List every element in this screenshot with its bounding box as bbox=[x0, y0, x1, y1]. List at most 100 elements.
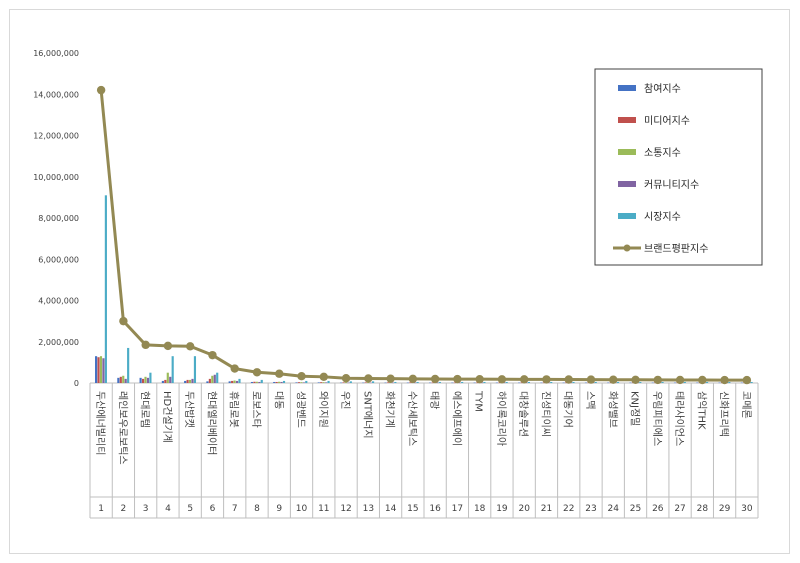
rank-label: 19 bbox=[496, 504, 508, 514]
bar bbox=[235, 380, 239, 383]
bar bbox=[327, 380, 330, 383]
line-point bbox=[252, 368, 262, 377]
line-point bbox=[475, 374, 484, 384]
line-point bbox=[163, 341, 173, 351]
category-label: 테라사이언스 bbox=[673, 391, 685, 446]
legend-swatch bbox=[618, 85, 636, 91]
rank-label: 28 bbox=[697, 504, 709, 514]
rank-label: 25 bbox=[630, 504, 641, 514]
line-point bbox=[364, 374, 373, 383]
category-label: 휴림로봇 bbox=[228, 391, 240, 428]
bar bbox=[362, 382, 365, 384]
rank-label: 18 bbox=[474, 504, 486, 514]
bar bbox=[149, 372, 152, 383]
bar bbox=[394, 381, 397, 383]
rank-label: 13 bbox=[363, 504, 374, 514]
line-point bbox=[141, 340, 150, 350]
category-label: 수산세보틱스 bbox=[406, 391, 418, 446]
bar bbox=[520, 382, 523, 384]
category-label: 와이지원 bbox=[317, 391, 329, 428]
line-point bbox=[319, 372, 328, 382]
category-label: 로보스타 bbox=[250, 391, 262, 428]
legend-box bbox=[594, 68, 763, 266]
rank-label: 9 bbox=[276, 504, 282, 514]
bar bbox=[718, 382, 721, 384]
category-label: SNT에너지 bbox=[361, 391, 373, 439]
line-point bbox=[430, 374, 440, 384]
y-tick-label: 14,000,000 bbox=[33, 90, 79, 99]
line-point bbox=[208, 350, 217, 360]
bar bbox=[740, 382, 743, 384]
line-point bbox=[453, 374, 462, 384]
legend-swatch bbox=[618, 213, 636, 219]
bar bbox=[683, 381, 686, 383]
bar bbox=[706, 381, 709, 383]
legend-swatch bbox=[618, 149, 636, 155]
legend-label: 소통지수 bbox=[644, 147, 681, 159]
bar bbox=[349, 381, 352, 383]
bar bbox=[562, 382, 565, 384]
bar bbox=[302, 382, 305, 383]
rank-label: 27 bbox=[674, 504, 685, 514]
bar bbox=[429, 382, 432, 384]
category-table: 두산에너빌리티 1 레인보우로보틱스 2 현대로템 3 HD건설기계 4 두산밥캣 5 현대엘리베이… bbox=[89, 383, 759, 519]
line-point bbox=[609, 375, 618, 384]
rank-label: 16 bbox=[429, 504, 441, 514]
bar bbox=[527, 381, 531, 383]
bar bbox=[616, 381, 620, 383]
y-tick-label: 12,000,000 bbox=[33, 132, 79, 141]
bar bbox=[206, 381, 209, 383]
bar bbox=[475, 382, 479, 384]
bar bbox=[584, 382, 588, 384]
bar bbox=[372, 381, 375, 383]
line-point bbox=[186, 342, 195, 351]
line-point bbox=[653, 375, 662, 385]
bar bbox=[275, 381, 278, 383]
rank-label: 14 bbox=[385, 504, 397, 514]
bar bbox=[409, 382, 412, 383]
rank-label: 20 bbox=[518, 504, 530, 514]
rank-label: 1 bbox=[98, 504, 104, 514]
bar bbox=[651, 382, 654, 384]
category-label: 태광 bbox=[428, 391, 440, 409]
bar bbox=[208, 378, 211, 383]
legend-swatch bbox=[618, 181, 636, 187]
bar bbox=[473, 382, 476, 384]
bar bbox=[728, 381, 731, 383]
y-tick-label: 2,000,000 bbox=[38, 338, 79, 347]
bar bbox=[260, 379, 263, 383]
bar bbox=[122, 375, 125, 383]
line-point bbox=[720, 375, 729, 385]
category-label: 우진 bbox=[339, 391, 351, 409]
category-label: 현대로템 bbox=[139, 391, 151, 428]
rank-label: 7 bbox=[232, 504, 238, 514]
bar bbox=[480, 382, 484, 384]
bar bbox=[317, 382, 320, 383]
bar bbox=[550, 381, 553, 383]
bar bbox=[146, 377, 150, 383]
category-label: 스맥 bbox=[584, 391, 596, 409]
legend-label: 브랜드평판지수 bbox=[644, 243, 708, 255]
bar bbox=[139, 377, 142, 383]
bar bbox=[431, 382, 434, 384]
bar bbox=[572, 381, 575, 383]
bar bbox=[750, 381, 753, 383]
bar bbox=[339, 382, 343, 384]
bar bbox=[369, 382, 372, 384]
legend-label: 미디어지수 bbox=[644, 115, 690, 127]
rank-label: 26 bbox=[652, 504, 664, 514]
bar bbox=[344, 382, 347, 383]
category-label: 대동기어 bbox=[562, 391, 574, 428]
bar bbox=[213, 374, 216, 383]
bar bbox=[305, 380, 308, 383]
bar bbox=[505, 381, 508, 383]
bar bbox=[231, 380, 234, 383]
rank-label: 30 bbox=[741, 504, 753, 514]
line-point bbox=[542, 375, 551, 384]
rank-label: 3 bbox=[143, 504, 149, 514]
category-label: TYM bbox=[473, 390, 484, 412]
y-tick-label: 10,000,000 bbox=[33, 173, 79, 182]
legend-label: 참여지수 bbox=[644, 83, 681, 95]
bar bbox=[542, 382, 545, 384]
